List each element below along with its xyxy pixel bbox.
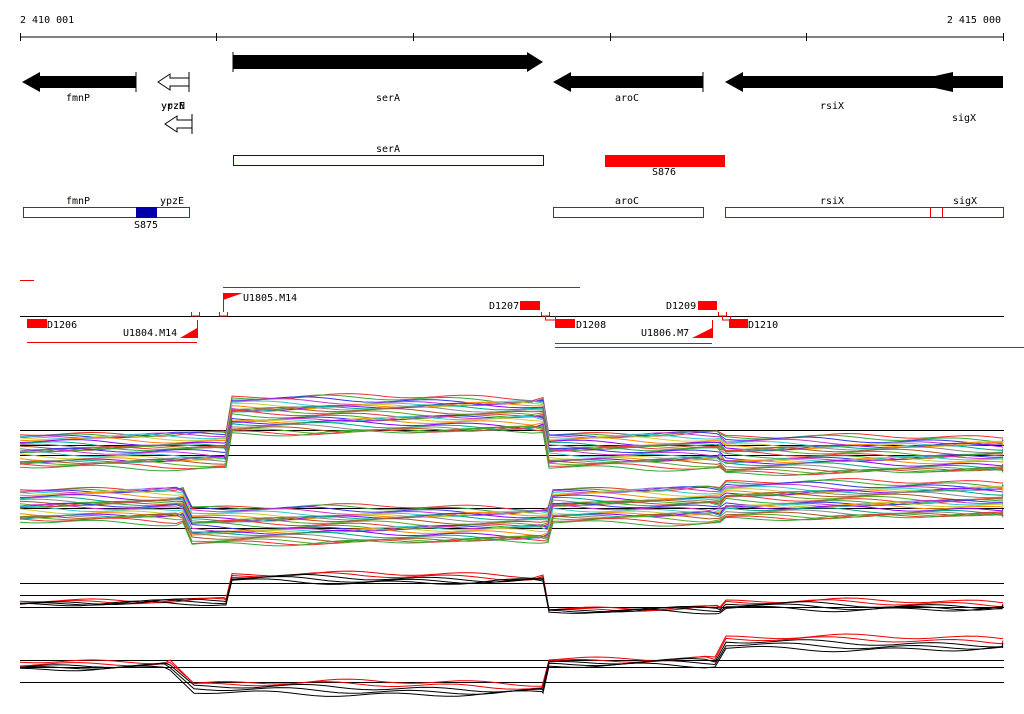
feature-bracket: [191, 312, 731, 321]
feature-flag: [180, 328, 197, 338]
profile-line: [19, 500, 1004, 535]
feature-label: D1210: [748, 320, 778, 331]
gene-arrow: [164, 115, 193, 133]
operon-label: sigX: [953, 196, 977, 207]
profile-line: [19, 570, 1004, 612]
operon-label: fmnP: [66, 196, 90, 207]
transcript-box: [605, 155, 725, 167]
operon-label: S875: [134, 220, 158, 231]
profile-line: [19, 572, 1004, 612]
feature-label: U1804.M14: [123, 328, 177, 339]
profile-line: [19, 402, 1004, 452]
feature-span: [20, 280, 1024, 348]
expression-profiles: [19, 393, 1004, 697]
operon-label: rsiX: [820, 196, 844, 207]
ruler-start: 2 410 001: [20, 15, 74, 26]
profile-line: [19, 426, 1004, 476]
ruler-end: 2 415 000: [947, 15, 1001, 26]
feature-label: U1805.M14: [243, 293, 297, 304]
gene-label: rsiX: [820, 101, 844, 112]
profile-line: [19, 427, 1004, 477]
gene-label: yrzN: [161, 101, 185, 112]
operon-box: [136, 207, 157, 218]
feature-flag: [692, 328, 712, 338]
profile-line: [19, 491, 1004, 525]
profile-line: [19, 421, 1004, 470]
operon-track: fmnP ypzE S875 aroC rsiX sigX: [23, 196, 1004, 231]
profile-line: [19, 636, 1004, 690]
operon-divider: [930, 207, 943, 218]
profile-line: [19, 642, 1004, 695]
feature-label: D1208: [576, 320, 606, 331]
profile-line: [19, 485, 1004, 519]
gene-label: sigX: [952, 113, 976, 124]
gene-label: fmnP: [66, 93, 90, 104]
feature-box: [729, 319, 748, 328]
feature-box: [27, 319, 47, 328]
operon-box: [553, 207, 704, 218]
feature-box: [555, 319, 575, 328]
profile-line: [19, 511, 1004, 545]
gene-arrow: [725, 72, 1003, 92]
profile-line: [19, 513, 1004, 547]
feature-label: D1206: [47, 320, 77, 331]
feature-box: [520, 301, 540, 310]
gene-track: fmnP ypzE yrzN serA aroC rsiX sigX: [22, 52, 1003, 134]
ruler-ticks: [20, 33, 1004, 41]
transcript-label: S876: [652, 167, 676, 178]
feature-label: D1207: [489, 301, 519, 312]
gene-arrow: [157, 73, 190, 91]
profile-line: [19, 490, 1004, 523]
feature-track: D1206 U1804.M14 U1805.M14 D1207 D1208 D1…: [20, 280, 1024, 348]
profile-line: [19, 489, 1004, 523]
profile-line: [19, 418, 1004, 465]
operon-box: [725, 207, 1004, 218]
gene-label: serA: [376, 93, 400, 104]
gene-arrow: [22, 72, 136, 92]
ruler: 2 410 001 2 415 000: [20, 15, 1004, 41]
feature-box: [698, 301, 717, 310]
profile-line: [19, 425, 1004, 475]
operon-label: ypzE: [160, 196, 184, 207]
profile-line: [19, 487, 1004, 522]
profile-line: [19, 398, 1004, 446]
gene-label: aroC: [615, 93, 639, 104]
profile-line: [19, 573, 1004, 613]
transcript-track: serA S876: [233, 144, 725, 178]
operon-box: [23, 207, 190, 218]
profile-line: [19, 509, 1004, 542]
gene-arrow: [233, 52, 543, 72]
profile-line: [19, 414, 1004, 462]
transcript-box: [233, 155, 544, 166]
operon-label: aroC: [615, 196, 639, 207]
feature-label: U1806.M7: [641, 328, 689, 339]
profile-line: [19, 393, 1004, 439]
profile-line: [19, 578, 1004, 615]
profile-line: [19, 404, 1004, 452]
feature-label: D1209: [666, 301, 696, 312]
profile-line: [19, 645, 1004, 697]
feature-flag: [223, 293, 243, 300]
gene-label: ypzE: [161, 101, 185, 112]
gene-arrow: [553, 72, 703, 92]
profile-line: [19, 406, 1004, 454]
transcript-label: serA: [376, 144, 400, 155]
